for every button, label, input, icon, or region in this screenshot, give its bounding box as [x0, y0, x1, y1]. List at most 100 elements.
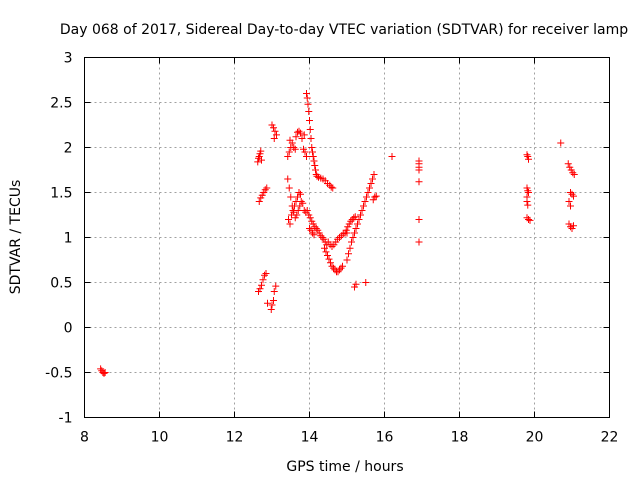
data-point [343, 256, 351, 264]
data-point [100, 369, 108, 377]
data-point [312, 166, 319, 174]
grid-lines [84, 57, 610, 418]
data-point [309, 229, 316, 237]
data-point [362, 279, 370, 286]
data-point [336, 234, 343, 241]
y-tick-label: 1 [64, 231, 73, 247]
data-point [256, 285, 264, 293]
data-point [306, 225, 313, 232]
data-point [570, 192, 577, 200]
data-point [322, 248, 330, 256]
y-tick-label: -0.5 [45, 366, 72, 382]
data-point [270, 288, 278, 295]
data-point [272, 282, 280, 290]
data-point [304, 100, 312, 108]
data-point [306, 126, 314, 133]
data-point [351, 213, 359, 221]
data-point [415, 178, 423, 186]
data-point [285, 148, 293, 156]
data-point [346, 244, 354, 252]
data-point [292, 133, 300, 141]
data-point [309, 153, 317, 160]
data-point [567, 189, 574, 196]
data-point [294, 128, 301, 136]
data-point [295, 127, 303, 135]
data-point [371, 193, 379, 201]
data-point [360, 202, 367, 210]
data-point [348, 238, 355, 246]
data-point [524, 187, 532, 195]
data-point [567, 223, 574, 231]
data-point [261, 186, 269, 194]
data-point [339, 230, 347, 238]
data-point [525, 216, 532, 223]
data-point [307, 135, 315, 142]
data-point [101, 369, 109, 376]
data-point [303, 90, 310, 97]
data-point [258, 281, 265, 289]
chart-title: Day 068 of 2017, Sidereal Day-to-day VTE… [60, 22, 628, 38]
data-points [97, 90, 578, 377]
data-point [312, 225, 320, 232]
data-point [255, 198, 263, 205]
data-point [303, 153, 310, 160]
data-point [299, 199, 307, 207]
data-point [311, 162, 319, 169]
data-point [259, 276, 267, 284]
data-point [268, 301, 276, 309]
data-point [286, 136, 294, 144]
data-point [305, 108, 313, 115]
data-point [355, 216, 363, 223]
data-point [258, 156, 265, 164]
y-tick-label: 2.5 [50, 96, 72, 112]
data-point [317, 232, 325, 240]
data-point [565, 198, 573, 205]
data-point [261, 271, 268, 279]
data-point [285, 216, 292, 223]
data-point [329, 184, 337, 192]
y-tick-label: 0 [64, 321, 73, 337]
data-point [388, 153, 396, 160]
data-point [339, 262, 346, 270]
data-point [306, 214, 314, 222]
data-point [524, 201, 532, 209]
y-tick-label: 1.5 [50, 186, 72, 202]
data-point [273, 131, 280, 139]
data-point [291, 145, 299, 153]
data-point [285, 184, 293, 192]
data-point [324, 252, 331, 259]
x-tick-labels: 8 10 12 14 16 18 20 22 [80, 430, 618, 446]
data-point [415, 166, 423, 174]
x-tick-label: 14 [301, 430, 319, 446]
y-tick-label: 2 [64, 141, 73, 157]
data-point [352, 225, 360, 232]
data-point [286, 220, 294, 228]
data-point [300, 131, 308, 139]
data-point [327, 259, 334, 267]
data-point [568, 190, 576, 198]
y-tick-label: 3 [64, 51, 73, 67]
y-tick-label: -1 [59, 411, 73, 427]
x-tick-label: 18 [451, 430, 469, 446]
data-point [325, 255, 333, 263]
data-point [570, 171, 578, 178]
data-point [327, 183, 335, 191]
data-point [292, 198, 300, 205]
data-point [309, 148, 316, 156]
data-point [570, 222, 577, 230]
y-tick-labels: -1 -0.5 0 0.5 1 1.5 2 2.5 3 [45, 51, 72, 427]
data-point [328, 262, 336, 270]
data-point [364, 189, 372, 196]
plot-frame [84, 57, 610, 418]
data-point [334, 268, 342, 276]
data-point [347, 217, 355, 225]
data-point [354, 220, 361, 228]
data-point [297, 129, 304, 137]
data-point [291, 202, 298, 210]
data-point [415, 216, 423, 223]
data-point [270, 297, 277, 304]
y-tick-label: 0.5 [50, 276, 72, 292]
data-point [342, 226, 350, 234]
data-point [525, 189, 532, 196]
